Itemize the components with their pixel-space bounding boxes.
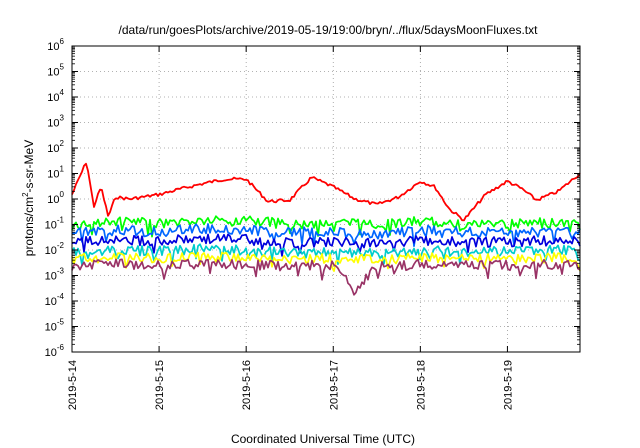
x-tick-label: 2019-5-14 [67,360,79,410]
y-axis-label: protons/cm2-s-sr-MeV [21,140,36,256]
y-tick-label: 102 [47,139,64,155]
y-tick-label: 100 [47,190,64,206]
y-tick-exp: -4 [57,292,65,301]
x-axis-label: Coordinated Universal Time (UTC) [231,432,415,446]
y-tick-label: 10-6 [45,343,65,359]
y-tick-label: 103 [47,114,64,130]
y-axis-label-base: protons/cm [22,197,36,256]
y-tick-exp: 4 [60,88,65,97]
y-tick-exp: 3 [60,114,65,123]
series-lines [71,162,581,296]
y-tick-label: 10-1 [45,216,65,232]
series-line [71,233,581,257]
series-line [71,162,581,222]
y-tick-exp: 6 [60,37,65,46]
y-tick-exp: 0 [60,190,65,199]
y-axis-label-sup: 2 [21,192,30,197]
y-tick-base: 10 [45,245,57,257]
y-tick-base: 10 [45,271,57,283]
x-tick-labels: 2019-5-14 2019-5-15 2019-5-16 2019-5-17 2019… [67,360,514,410]
y-tick-base: 10 [47,194,59,206]
x-tick-label: 2019-5-19 [502,360,514,410]
y-tick-label: 106 [47,37,64,53]
series-line [71,258,581,296]
y-tick-label: 10-4 [45,292,65,308]
y-tick-exp: -3 [57,267,65,276]
y-tick-label: 10-2 [45,241,65,257]
y-tick-exp: -6 [57,343,65,352]
y-tick-base: 10 [47,67,59,79]
y-tick-exp: 1 [60,165,65,174]
y-tick-label: 10-3 [45,267,65,283]
y-tick-base: 10 [47,143,59,155]
y-tick-label: 104 [47,88,64,104]
y-tick-base: 10 [47,118,59,130]
y-tick-exp: -5 [57,318,65,327]
y-tick-label: 105 [47,63,64,79]
y-axis-label-rest: -s-sr-MeV [22,140,36,193]
y-tick-exp: 2 [60,139,65,148]
y-tick-base: 10 [47,169,59,181]
y-tick-labels: 10-610-510-410-310-210-11001011021031041… [45,37,65,359]
y-tick-exp: 5 [60,63,65,72]
y-tick-exp: -2 [57,241,65,250]
series-line [71,223,581,247]
x-tick-label: 2019-5-18 [415,360,427,410]
y-tick-base: 10 [45,296,57,308]
series-line [71,243,581,266]
y-tick-base: 10 [45,347,57,359]
y-tick-label: 101 [47,165,64,181]
ticks [71,45,580,353]
x-tick-label: 2019-5-16 [241,360,253,410]
y-tick-exp: -1 [57,216,65,225]
y-tick-base: 10 [47,92,59,104]
chart-title: /data/run/goesPlots/archive/2019-05-19/1… [119,23,539,37]
y-tick-label: 10-5 [45,318,65,334]
y-tick-base: 10 [45,220,57,232]
y-tick-base: 10 [47,41,59,53]
series-line [71,215,581,238]
series-line [71,251,581,272]
x-tick-label: 2019-5-15 [154,360,166,410]
x-tick-label: 2019-5-17 [328,360,340,410]
y-tick-base: 10 [45,322,57,334]
grid [72,46,580,352]
